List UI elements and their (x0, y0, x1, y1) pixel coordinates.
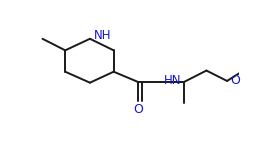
Text: HN: HN (164, 74, 182, 87)
Text: NH: NH (94, 29, 111, 42)
Text: O: O (230, 74, 240, 87)
Text: O: O (134, 103, 143, 116)
